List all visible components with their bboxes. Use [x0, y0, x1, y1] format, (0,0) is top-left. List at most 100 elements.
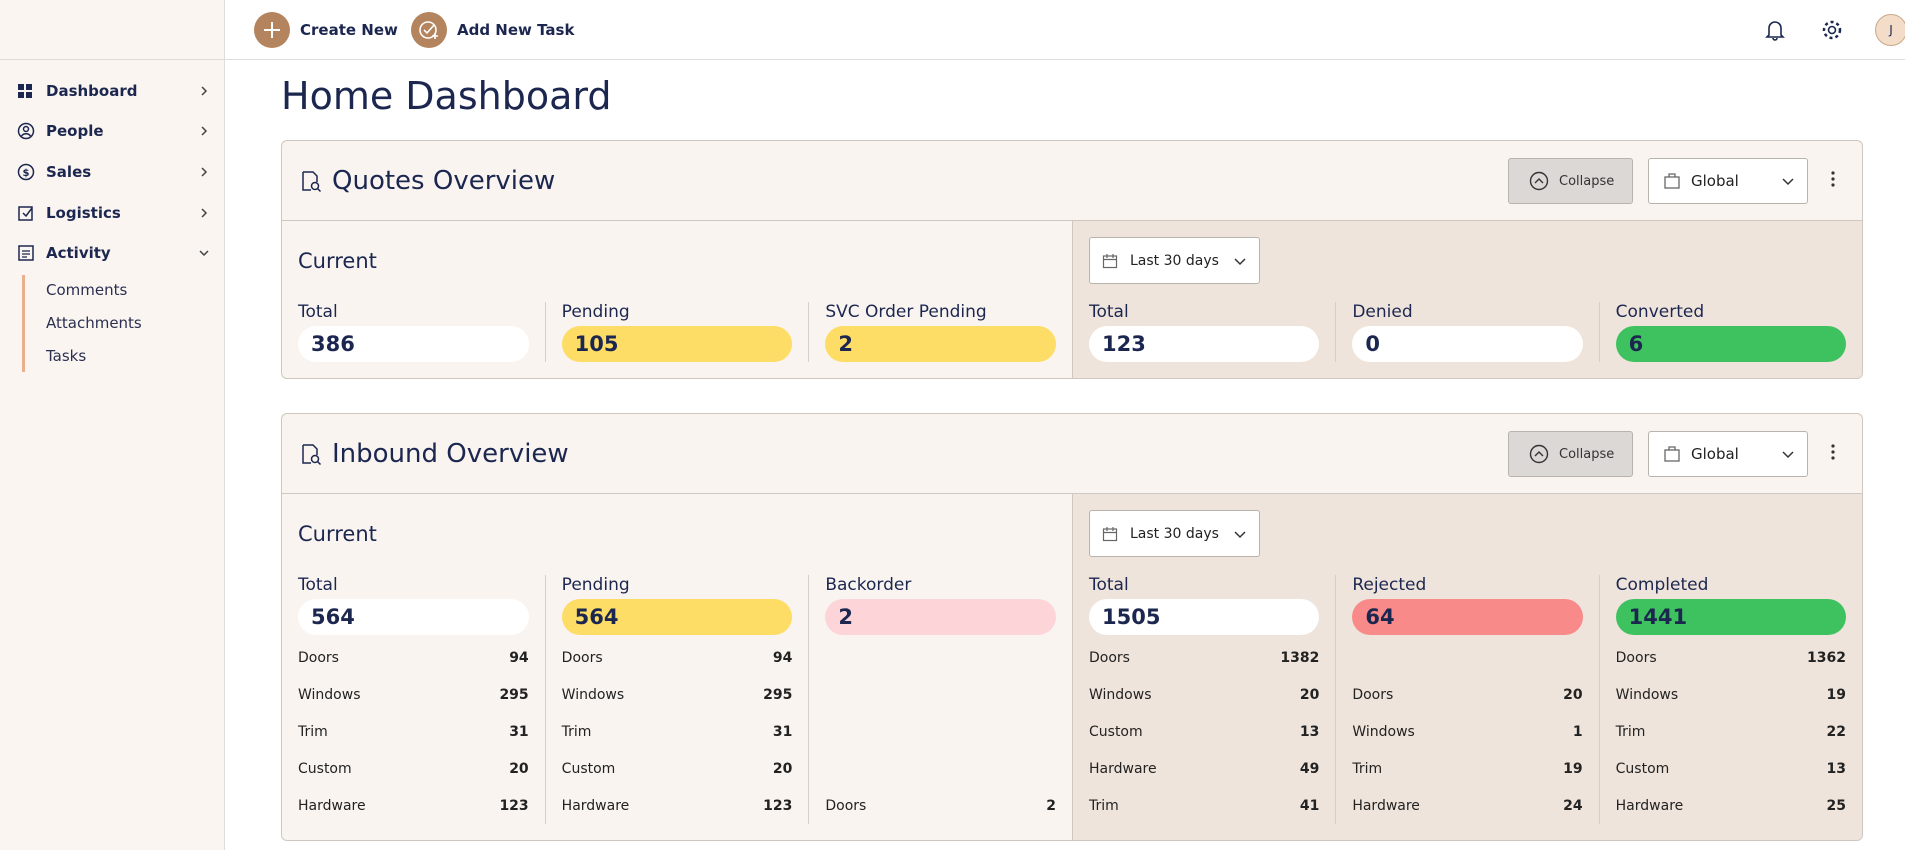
- more-menu[interactable]: [1830, 169, 1836, 193]
- stat-label: Pending: [561, 302, 630, 322]
- collapse-button[interactable]: Collapse: [1508, 158, 1633, 204]
- breakdown-label: Doors: [298, 649, 339, 666]
- breakdown: Doors 2: [825, 639, 1056, 824]
- breakdown: Doors 1382 Windows 20 Custom 13 Hardware 49 Trim…: [1089, 639, 1319, 824]
- stat-label: Pending: [561, 575, 630, 595]
- add-task-button[interactable]: Add New Task: [411, 12, 574, 48]
- breakdown-value: 1362: [1807, 649, 1846, 666]
- stat-value: 564: [561, 599, 793, 635]
- nav-label: Sales: [46, 163, 92, 181]
- stat-label: Total: [298, 575, 338, 595]
- section-title: Current: [298, 521, 377, 546]
- notifications[interactable]: [1765, 19, 1785, 41]
- stat-value: 6: [1615, 326, 1846, 362]
- sub-item[interactable]: Tasks: [46, 347, 87, 365]
- nav-label: People: [46, 122, 104, 140]
- stat-label: Total: [298, 302, 338, 322]
- icon: $: [17, 163, 35, 181]
- more-menu[interactable]: [1830, 442, 1836, 466]
- stat-value: 123: [1089, 326, 1320, 362]
- breakdown-label: Trim: [1089, 797, 1119, 814]
- collapse-button[interactable]: Collapse: [1508, 431, 1633, 477]
- nav-label: Activity: [46, 244, 111, 262]
- settings[interactable]: [1821, 19, 1843, 41]
- sub-item[interactable]: Comments: [46, 281, 128, 299]
- breakdown-label: Windows: [1352, 723, 1415, 740]
- range-select[interactable]: Last 30 days: [1089, 237, 1260, 284]
- breakdown: Doors 1362 Windows 19 Trim 22 Custom 13 Hardware…: [1616, 639, 1846, 824]
- nav-item[interactable]: Logistics: [0, 195, 224, 231]
- icon: [17, 122, 35, 140]
- stat-columns: Total 123 Denied 0 Converted 6: [1089, 302, 1846, 362]
- breakdown-label: Trim: [1615, 723, 1646, 740]
- breakdown-label: Windows: [561, 686, 625, 703]
- breakdown-label: Doors: [1615, 649, 1657, 666]
- range-select[interactable]: Last 30 days: [1089, 510, 1260, 557]
- page-title: Home Dashboard: [281, 74, 612, 118]
- select-value: Global: [1691, 445, 1739, 463]
- sidebar-header: [0, 0, 224, 60]
- sub-indicator: [22, 275, 25, 372]
- nav-item[interactable]: $ Sales: [0, 154, 224, 190]
- section-header: Last 30 days: [1089, 237, 1846, 284]
- breakdown-value: 24: [1563, 797, 1583, 814]
- stat-value: 64: [1352, 599, 1583, 635]
- stat-column: Pending 105: [544, 302, 809, 362]
- breakdown-label: Doors: [561, 649, 603, 666]
- breakdown-label: Hardware: [561, 797, 630, 814]
- breakdown-value: 295: [499, 686, 529, 703]
- stat-column: Backorder 2 Doors 2: [808, 575, 1057, 824]
- recent-section: Last 30 days Total 1505 Doors 1382 Windows 20 C…: [1072, 494, 1862, 840]
- breakdown-label: Hardware: [1352, 797, 1420, 814]
- select-value: Last 30 days: [1130, 525, 1219, 542]
- breakdown-value: 20: [509, 760, 529, 777]
- scope-select[interactable]: Global: [1648, 431, 1808, 477]
- breakdown-value: 22: [1826, 723, 1846, 740]
- scope-select[interactable]: Global: [1648, 158, 1808, 204]
- breakdown-label: Doors: [825, 797, 867, 814]
- breakdown-row: Windows 295: [298, 676, 529, 713]
- breakdown-row: Doors 20: [1352, 676, 1582, 713]
- breakdown: Doors 94 Windows 295 Trim 31 Custom 20 Hardware 1…: [298, 639, 529, 824]
- avatar[interactable]: J: [1875, 14, 1905, 46]
- breakdown-row: Hardware 25: [1616, 787, 1846, 824]
- breakdown-value: 49: [1299, 760, 1320, 777]
- breakdown-row: Custom 20: [562, 750, 793, 787]
- stat-column: Total 564 Doors 94 Windows 295 Trim 31 Custom 20 H…: [298, 575, 545, 824]
- breakdown-row: Windows 19: [1616, 676, 1846, 713]
- nav-label: Dashboard: [46, 82, 138, 100]
- breakdown-label: Trim: [561, 723, 592, 740]
- breakdown-value: 94: [772, 649, 793, 666]
- sidebar: Dashboard People $ Sales Logistics Activ…: [0, 0, 225, 850]
- button-label: Collapse: [1559, 446, 1615, 462]
- sub-item[interactable]: Attachments: [46, 314, 142, 332]
- stat-label: Converted: [1615, 302, 1705, 322]
- breakdown-value: 20: [772, 760, 793, 777]
- breakdown-row: Doors 2: [825, 787, 1056, 824]
- breakdown-row: Hardware 49: [1089, 750, 1319, 787]
- breakdown-row: Doors 94: [562, 639, 793, 676]
- breakdown-value: 13: [1299, 723, 1320, 740]
- breakdown-row: Trim 31: [298, 713, 529, 750]
- breakdown-label: Doors: [1352, 686, 1394, 703]
- section-header: Current: [298, 510, 1056, 557]
- nav-item[interactable]: Activity: [0, 235, 224, 271]
- chevron: [201, 208, 208, 218]
- nav-item[interactable]: Dashboard: [0, 73, 224, 109]
- breakdown-label: Custom: [298, 760, 352, 777]
- current-section: Current Total 386 Pending 105 SVC Order Pendi…: [282, 221, 1072, 378]
- panel-title: Inbound Overview: [332, 438, 569, 469]
- panel-icon: [300, 443, 322, 469]
- breakdown-row: Doors 1382: [1089, 639, 1319, 676]
- breakdown-label: Hardware: [1089, 760, 1157, 777]
- current-section: Current Total 564 Doors 94 Windows 295 Trim 31 Cu…: [282, 494, 1072, 840]
- stat-column: Total 123: [1089, 302, 1335, 362]
- nav-item[interactable]: People: [0, 113, 224, 149]
- stat-label: Total: [1089, 302, 1129, 322]
- breakdown-row: Hardware 123: [298, 787, 529, 824]
- create-button[interactable]: Create New: [254, 12, 398, 48]
- select-value: Global: [1691, 172, 1739, 190]
- stat-label: Denied: [1352, 302, 1413, 322]
- section-title: Current: [298, 248, 377, 273]
- stat-column: Pending 564 Doors 94 Windows 295 Trim 31 Custom 2…: [544, 575, 809, 824]
